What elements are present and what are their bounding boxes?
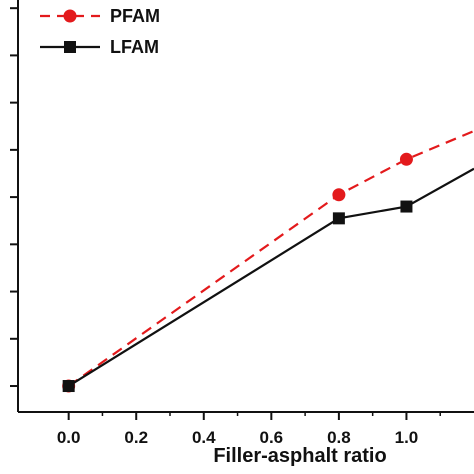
x-tick-label: 0.4 bbox=[192, 428, 216, 447]
legend-label-lfam: LFAM bbox=[110, 37, 159, 57]
axes-group: 0.0 0.2 0.4 0.6 0.8 1.0 bbox=[10, 0, 474, 447]
x-tick-label: 1.0 bbox=[395, 428, 419, 447]
legend-label-pfam: PFAM bbox=[110, 6, 160, 26]
data-point-pfam bbox=[399, 152, 413, 166]
legend-marker-lfam bbox=[64, 41, 76, 53]
x-tick-label: 0.0 bbox=[57, 428, 81, 447]
x-tick-label: 0.6 bbox=[260, 428, 284, 447]
x-tick-label: 0.8 bbox=[327, 428, 351, 447]
data-point-pfam bbox=[332, 188, 346, 202]
data-point-lfam bbox=[62, 380, 75, 393]
x-axis-title: Filler-asphalt ratio bbox=[213, 445, 386, 467]
legend: PFAM LFAM bbox=[40, 6, 160, 57]
series-line-pfam bbox=[68, 129, 474, 387]
legend-marker-pfam bbox=[63, 9, 77, 23]
series-group bbox=[62, 129, 474, 393]
data-point-lfam bbox=[332, 212, 345, 225]
x-tick-label: 0.2 bbox=[124, 428, 148, 447]
series-line-lfam bbox=[68, 167, 474, 387]
data-point-lfam bbox=[400, 200, 413, 213]
